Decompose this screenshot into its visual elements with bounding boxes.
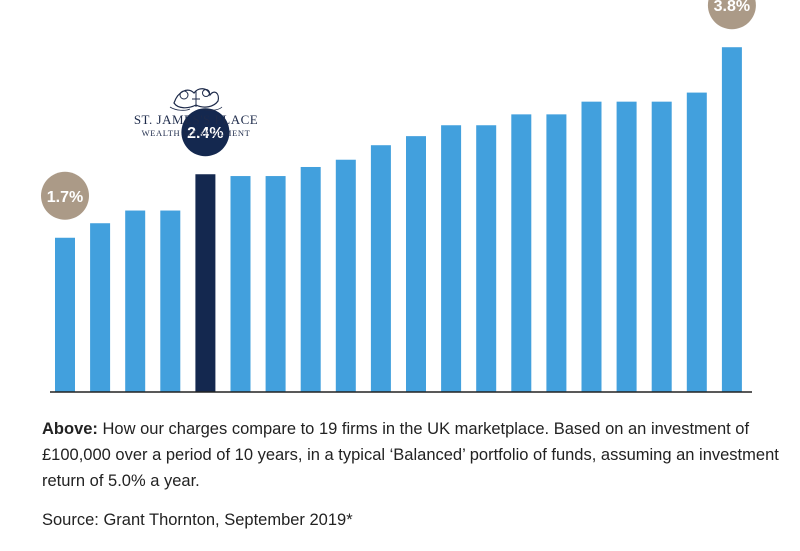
caption-lead: Above: bbox=[42, 420, 98, 438]
bar bbox=[616, 101, 637, 392]
annotation-bubbles: 1.7% 2.4% 3.8% bbox=[41, 0, 756, 220]
chart-caption: Above: How our charges compare to 19 fir… bbox=[42, 416, 782, 494]
bar bbox=[651, 101, 672, 392]
bar bbox=[546, 114, 567, 393]
charges-bar-chart: 1.7% 2.4% 3.8% ST. JAMES'S PLACE WEALTH MA… bbox=[41, 0, 756, 393]
bar bbox=[160, 210, 181, 392]
bar bbox=[300, 166, 321, 392]
annotation-label: 2.4% bbox=[187, 125, 223, 142]
source-note: Source: Grant Thornton, September 2019* bbox=[42, 511, 353, 529]
sjp-logo: ST. JAMES'S PLACE WEALTH MANAGEMENT bbox=[134, 88, 258, 138]
logo-tagline: WEALTH MANAGEMENT bbox=[142, 128, 251, 138]
annotation-bubble bbox=[41, 171, 89, 220]
bar bbox=[230, 176, 251, 392]
annotation-label: 1.7% bbox=[47, 189, 83, 206]
caption-text: How our charges compare to 19 firms in t… bbox=[42, 420, 779, 490]
bar bbox=[125, 210, 146, 392]
logo-name: ST. JAMES'S PLACE bbox=[134, 112, 258, 127]
bar bbox=[370, 145, 391, 392]
bar bbox=[511, 114, 532, 393]
sjp-crest-icon bbox=[169, 88, 223, 111]
bar bbox=[581, 101, 602, 392]
bar bbox=[265, 176, 286, 392]
bar bbox=[721, 47, 742, 392]
bar bbox=[686, 92, 707, 393]
annotation-bubble bbox=[707, 0, 756, 30]
bar bbox=[441, 125, 462, 392]
bar-highlight bbox=[195, 174, 216, 392]
bar bbox=[335, 159, 356, 392]
annotation-bubble bbox=[181, 108, 230, 157]
bar bbox=[55, 237, 75, 392]
bar bbox=[406, 136, 426, 392]
bars-group bbox=[55, 47, 742, 393]
annotation-label: 3.8% bbox=[714, 0, 750, 15]
bar bbox=[90, 223, 111, 392]
bar bbox=[476, 125, 497, 392]
